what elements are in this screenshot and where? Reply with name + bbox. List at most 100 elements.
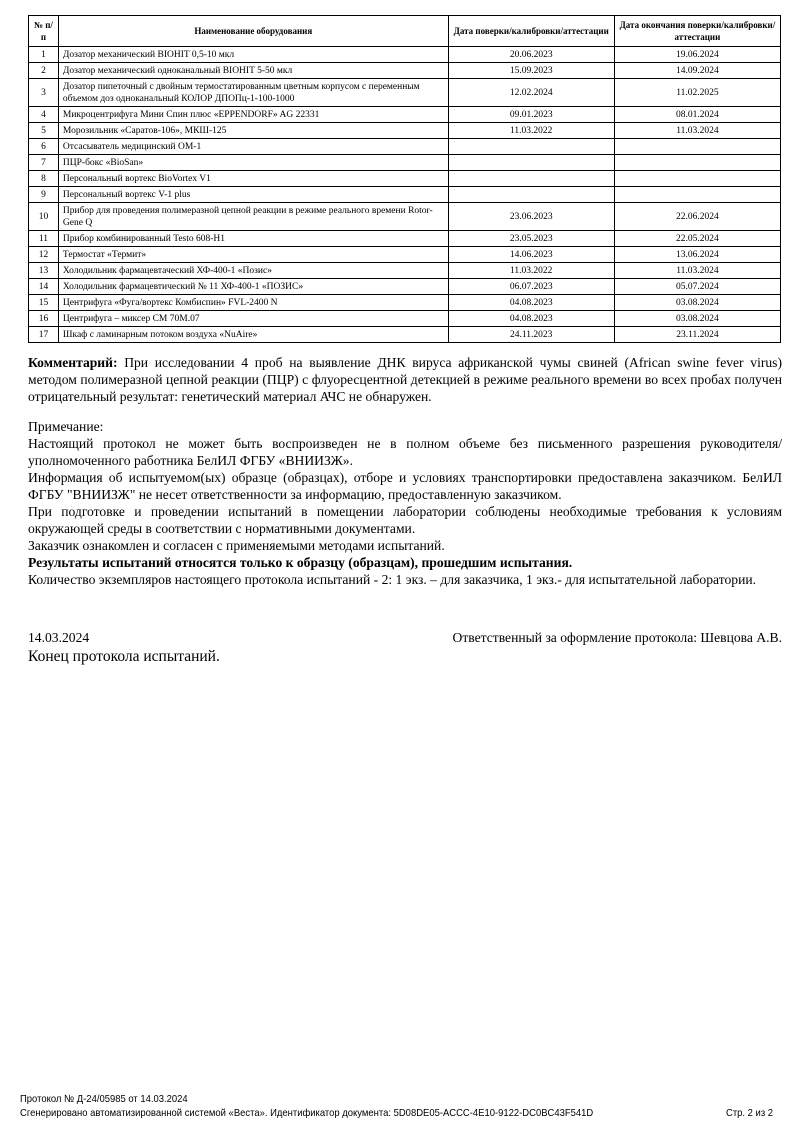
- expiry-date: 22.06.2024: [613, 202, 782, 231]
- expiry-date: 19.06.2024: [613, 46, 782, 63]
- verification-date: 04.08.2023: [447, 294, 615, 311]
- expiry-date: [613, 170, 782, 187]
- sign-date: 14.03.2024: [28, 630, 90, 645]
- table-row: 11 Прибор комбинированный Testo 608-H1 23.…: [28, 230, 782, 247]
- table-row: 8 Персональный вортекс BioVortex V1: [28, 170, 782, 187]
- equipment-name: Дозатор пипеточный с двойным термостатир…: [57, 78, 449, 107]
- table-row: 9 Персональный вортекс V-1 plus: [28, 186, 782, 203]
- comment-text: При исследовании 4 проб на выявление ДНК…: [28, 355, 782, 404]
- verification-date: 09.01.2023: [447, 106, 615, 123]
- table-row: 4 Микроцентрифуга Мини Спин плюс «EPPENDO…: [28, 106, 782, 123]
- row-number: 13: [28, 262, 59, 279]
- table-row: 10 Прибор для проведения полимеразной цеп…: [28, 202, 782, 231]
- col-header-number: № п/п: [28, 15, 59, 47]
- equipment-name: Холодильник фармацевтаческий ХФ-400-1 «П…: [57, 262, 449, 279]
- verification-date: [447, 138, 615, 155]
- row-number: 6: [28, 138, 59, 155]
- verification-date: 15.09.2023: [447, 62, 615, 79]
- row-number: 10: [28, 202, 59, 231]
- expiry-date: [613, 154, 782, 171]
- table-row: 15 Центрифуга «Фуга/вортекс Комбиспин» FV…: [28, 294, 782, 311]
- equipment-name: Персональный вортекс V-1 plus: [57, 186, 449, 203]
- equipment-name: Отсасыватель медицинский ОМ-1: [57, 138, 449, 155]
- equipment-name: Центрифуга – миксер СМ 70М.07: [57, 310, 449, 327]
- table-row: 14 Холодильник фармацевтический № 11 ХФ-4…: [28, 278, 782, 295]
- row-number: 1: [28, 46, 59, 63]
- equipment-name: Шкаф с ламинарным потоком воздуха «NuAir…: [57, 326, 449, 343]
- verification-date: 11.03.2022: [447, 122, 615, 139]
- row-number: 16: [28, 310, 59, 327]
- row-number: 15: [28, 294, 59, 311]
- equipment-name: Персональный вортекс BioVortex V1: [57, 170, 449, 187]
- verification-date: 12.02.2024: [447, 78, 615, 107]
- expiry-date: 23.11.2024: [613, 326, 782, 343]
- row-number: 2: [28, 62, 59, 79]
- equipment-name: Прибор комбинированный Testo 608-H1: [57, 230, 449, 247]
- verification-date: [447, 186, 615, 203]
- row-number: 12: [28, 246, 59, 263]
- equipment-name: Дозатор механический одноканальный BIOHI…: [57, 62, 449, 79]
- table-row: 6 Отсасыватель медицинский ОМ-1: [28, 138, 782, 155]
- row-number: 7: [28, 154, 59, 171]
- equipment-name: Дозатор механический BIOHIT 0,5-10 мкл: [57, 46, 449, 63]
- col-header-end-date: Дата окончания поверки/калибровки/аттест…: [613, 15, 782, 47]
- col-header-date: Дата поверки/калибровки/аттестации: [447, 15, 615, 47]
- row-number: 3: [28, 78, 59, 107]
- footer-generated: Сгенерировано автоматизированной системо…: [20, 1107, 594, 1119]
- verification-date: [447, 154, 615, 171]
- expiry-date: 03.08.2024: [613, 294, 782, 311]
- signature-line: 14.03.2024 Ответственный за оформление п…: [28, 629, 782, 646]
- verification-date: 24.11.2023: [447, 326, 615, 343]
- table-row: 2 Дозатор механический одноканальный BIOH…: [28, 62, 782, 79]
- equipment-name: Морозильник «Саратов-106», МКШ-125: [57, 122, 449, 139]
- row-number: 17: [28, 326, 59, 343]
- note-title: Примечание:: [28, 419, 104, 434]
- comment: Комментарий: При исследовании 4 проб на …: [28, 354, 782, 405]
- row-number: 14: [28, 278, 59, 295]
- expiry-date: 08.01.2024: [613, 106, 782, 123]
- equipment-name: Холодильник фармацевтический № 11 ХФ-400…: [57, 278, 449, 295]
- verification-date: 23.06.2023: [447, 202, 615, 231]
- table-row: 16 Центрифуга – миксер СМ 70М.07 04.08.202…: [28, 310, 782, 327]
- expiry-date: 14.09.2024: [613, 62, 782, 79]
- table-row: 1 Дозатор механический BIOHIT 0,5-10 мкл 2…: [28, 46, 782, 63]
- end-of-protocol: Конец протокола испытаний.: [28, 648, 220, 665]
- verification-date: 06.07.2023: [447, 278, 615, 295]
- verification-date: 04.08.2023: [447, 310, 615, 327]
- table-row: 5 Морозильник «Саратов-106», МКШ-125 11.03…: [28, 122, 782, 139]
- equipment-table: № п/п Наименование оборудования Дата пов…: [28, 15, 782, 343]
- expiry-date: 13.06.2024: [613, 246, 782, 263]
- note-p1: Настоящий протокол не может быть воспрои…: [28, 436, 782, 468]
- note-p2: Информация об испытуемом(ых) образце (об…: [28, 470, 782, 502]
- expiry-date: 11.03.2024: [613, 262, 782, 279]
- expiry-date: 22.05.2024: [613, 230, 782, 247]
- responsible-person: Ответственный за оформление протокола: Ш…: [452, 630, 783, 645]
- equipment-name: ПЦР-бокс «BioSan»: [57, 154, 449, 171]
- expiry-date: 11.03.2024: [613, 122, 782, 139]
- equipment-name: Микроцентрифуга Мини Спин плюс «EPPENDOR…: [57, 106, 449, 123]
- verification-date: 23.05.2023: [447, 230, 615, 247]
- verification-date: 20.06.2023: [447, 46, 615, 63]
- comment-label: Комментарий:: [28, 355, 118, 370]
- note-p6: Количество экземпляров настоящего проток…: [28, 572, 757, 587]
- col-header-name: Наименование оборудования: [57, 15, 449, 47]
- equipment-name: Прибор для проведения полимеразной цепно…: [57, 202, 449, 231]
- verification-date: 11.03.2022: [447, 262, 615, 279]
- expiry-date: [613, 138, 782, 155]
- row-number: 11: [28, 230, 59, 247]
- expiry-date: 03.08.2024: [613, 310, 782, 327]
- expiry-date: 05.07.2024: [613, 278, 782, 295]
- table-row: 3 Дозатор пипеточный с двойным термостати…: [28, 78, 782, 107]
- row-number: 8: [28, 170, 59, 187]
- note-p4: Заказчик ознакомлен и согласен с применя…: [28, 538, 445, 553]
- table-row: 17 Шкаф с ламинарным потоком воздуха «NuA…: [28, 326, 782, 343]
- expiry-date: 11.02.2025: [613, 78, 782, 107]
- row-number: 5: [28, 122, 59, 139]
- note-p5: Результаты испытаний относятся только к …: [28, 555, 573, 570]
- note-section: Примечание: Настоящий протокол не может …: [28, 418, 782, 588]
- table-row: 7 ПЦР-бокс «BioSan»: [28, 154, 782, 171]
- equipment-name: Термостат «Термит»: [57, 246, 449, 263]
- verification-date: [447, 170, 615, 187]
- row-number: 4: [28, 106, 59, 123]
